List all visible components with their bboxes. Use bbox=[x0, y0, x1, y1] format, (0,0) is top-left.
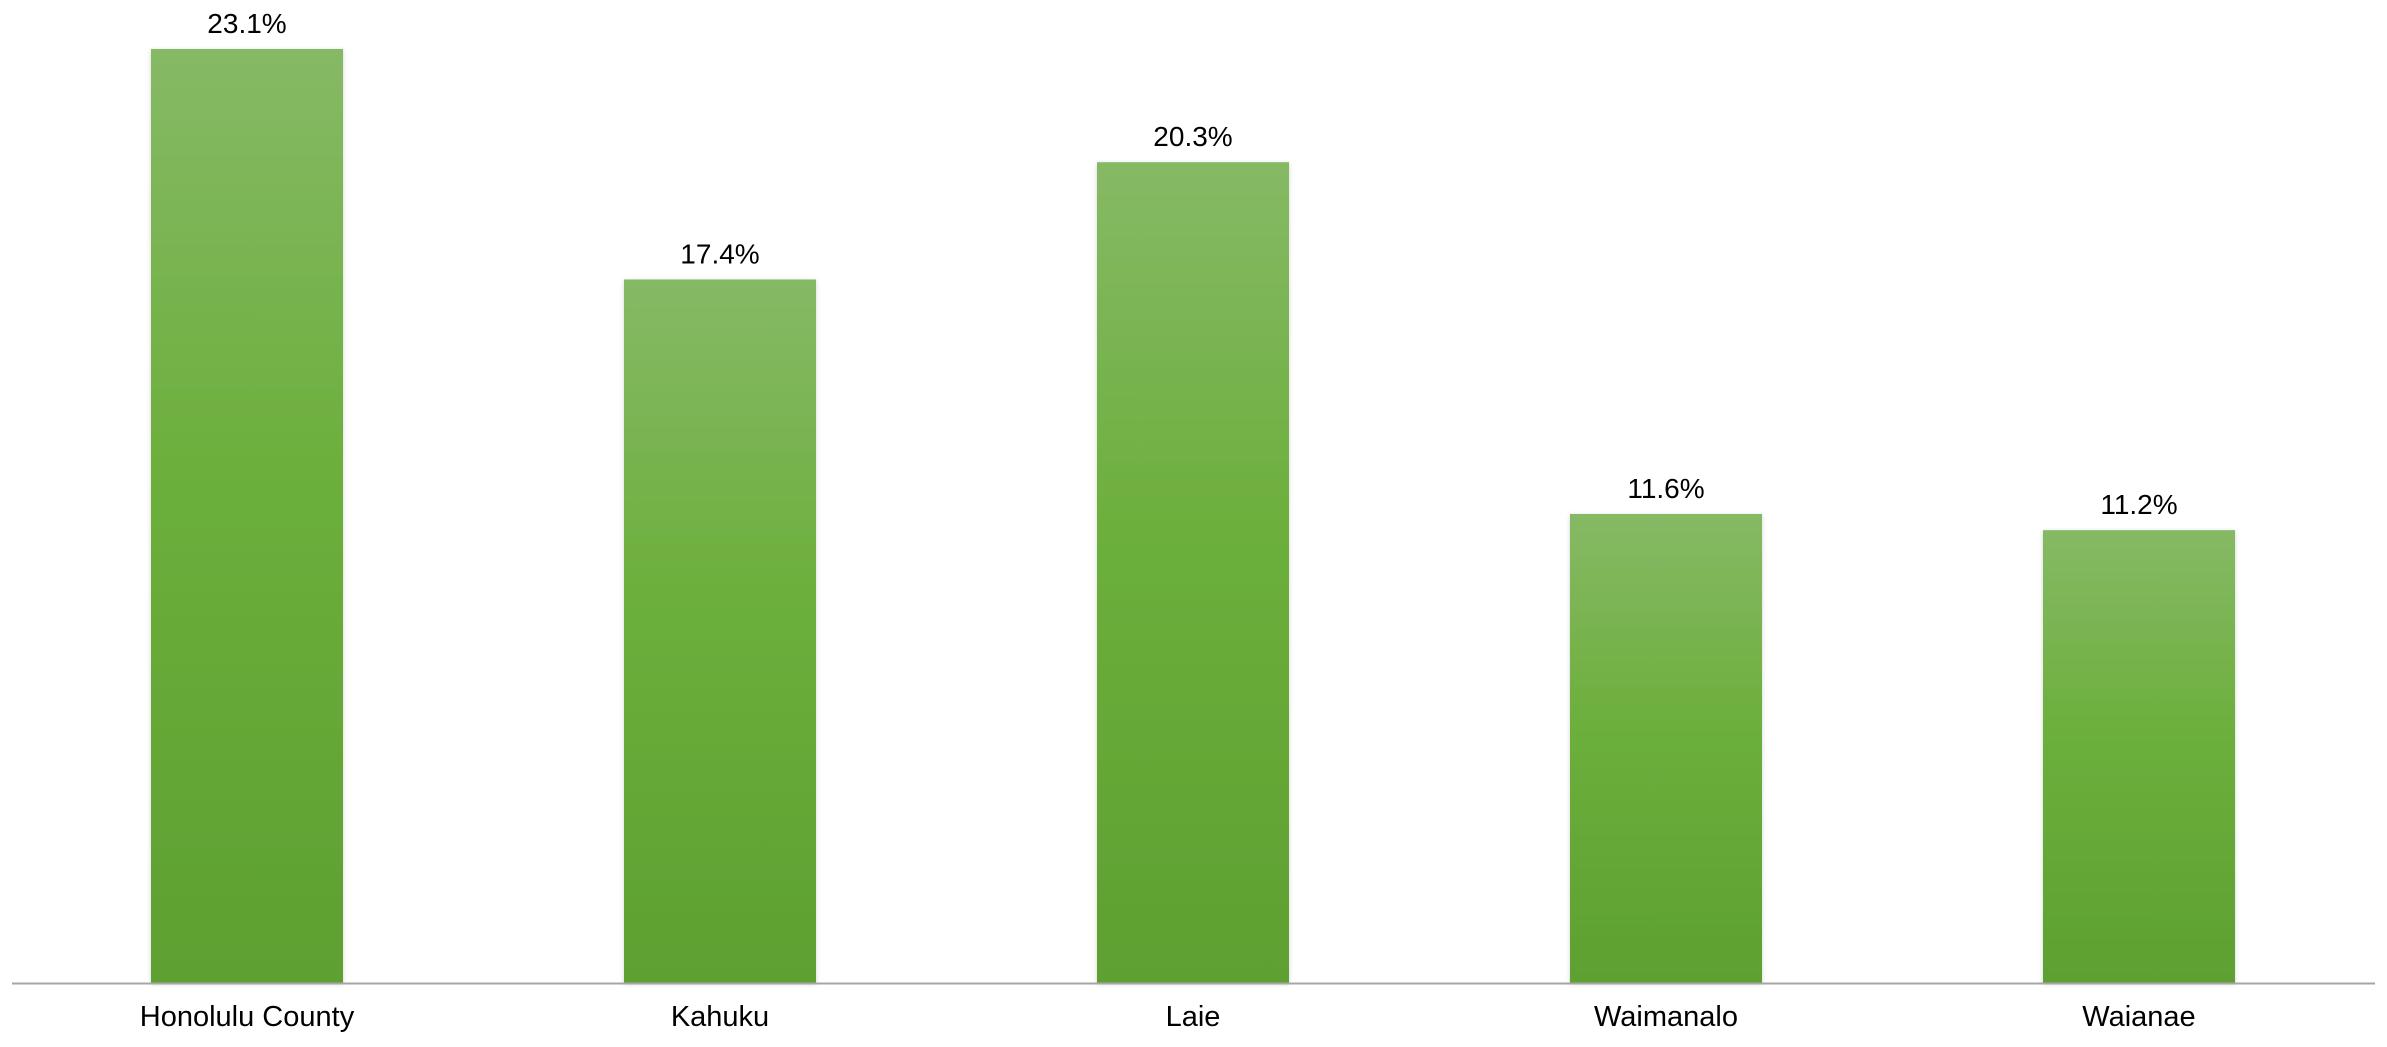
category-labels-layer: Honolulu County Kahuku Laie Waimanalo Waiana… bbox=[140, 1001, 2196, 1033]
category-label-honolulu-county: Honolulu County bbox=[140, 1001, 355, 1033]
category-label-waimanalo: Waimanalo bbox=[1594, 1001, 1738, 1033]
bar-waianae bbox=[2043, 530, 2235, 983]
data-labels-layer: 23.1% 17.4% 20.3% 11.6% 11.2% bbox=[207, 8, 2177, 520]
data-label-kahuku: 17.4% bbox=[680, 238, 759, 269]
data-label-honolulu-county: 23.1% bbox=[207, 8, 286, 39]
bar-honolulu-county bbox=[151, 49, 343, 983]
data-label-waianae: 11.2% bbox=[2100, 489, 2177, 520]
data-label-waimanalo: 11.6% bbox=[1627, 473, 1704, 504]
bar-kahuku bbox=[624, 279, 816, 983]
data-label-laie: 20.3% bbox=[1153, 121, 1232, 152]
category-label-kahuku: Kahuku bbox=[671, 1001, 769, 1033]
bar-laie bbox=[1097, 162, 1289, 983]
category-label-waianae: Waianae bbox=[2082, 1001, 2195, 1033]
bars-layer bbox=[151, 49, 2235, 983]
bar-waimanalo bbox=[1570, 513, 1762, 983]
category-label-laie: Laie bbox=[1166, 1001, 1221, 1033]
